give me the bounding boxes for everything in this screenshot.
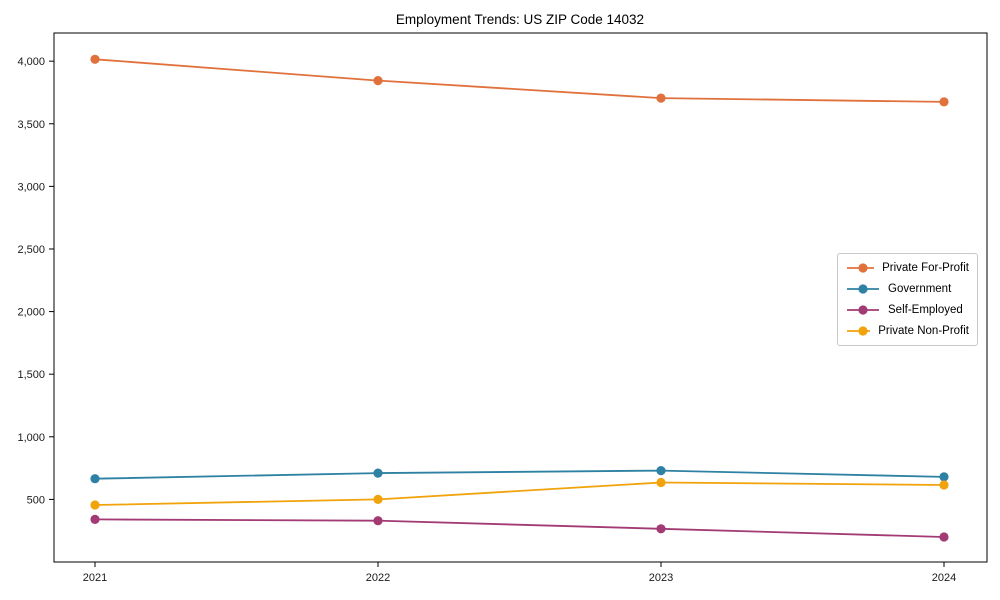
legend-marker-icon: [847, 305, 879, 315]
y-tick-label: 2,000: [17, 307, 45, 319]
data-point-marker: [656, 524, 666, 534]
axes-frame: [53, 32, 988, 563]
data-point-marker: [373, 468, 383, 478]
legend: Private For-Profit Government Self-Employe…: [837, 253, 978, 346]
x-tick-label: 2024: [932, 572, 956, 584]
series-line: [94, 518, 945, 538]
legend-marker-icon: [847, 326, 871, 336]
series-line: [94, 481, 945, 506]
chart-title: Employment Trends: US ZIP Code 14032: [396, 12, 644, 27]
data-point-marker: [939, 480, 949, 490]
y-tick-label: 500: [27, 494, 45, 506]
legend-entry: Private Non-Profit: [846, 320, 969, 341]
series-line: [94, 58, 945, 103]
data-point-marker: [939, 532, 949, 542]
legend-entry: Government: [846, 279, 969, 300]
y-tick-label: 1,000: [17, 432, 45, 444]
data-point-marker: [373, 516, 383, 526]
legend-label: Government: [888, 283, 952, 296]
x-tick-label: 2021: [83, 572, 107, 584]
legend-entry: Self-Employed: [846, 300, 969, 321]
x-tick-label: 2023: [649, 572, 673, 584]
legend-entry: Private For-Profit: [846, 258, 969, 279]
data-point-marker: [656, 477, 666, 488]
y-tick-label: 1,500: [17, 369, 45, 381]
data-point-marker: [90, 54, 100, 64]
legend-label: Self-Employed: [888, 303, 963, 316]
data-point-marker: [90, 500, 100, 510]
series-line: [94, 469, 945, 480]
data-point-marker: [90, 474, 100, 484]
data-point-marker: [90, 514, 100, 525]
data-point-marker: [373, 494, 383, 504]
data-point-marker: [656, 93, 666, 103]
data-point-marker: [656, 466, 666, 476]
legend-label: Private For-Profit: [882, 262, 969, 275]
data-point-marker: [939, 472, 949, 482]
legend-marker-icon: [847, 284, 879, 294]
legend-marker-icon: [847, 263, 875, 273]
y-tick-label: 3,000: [17, 181, 45, 193]
plot-area: 500 1,000 1,500 2,000 2,500 3,000 3,500 4,000 20…: [17, 32, 988, 584]
data-point-marker: [939, 97, 949, 107]
y-tick-label: 3,500: [17, 119, 45, 131]
x-tick-label: 2022: [366, 572, 390, 584]
legend-label: Private Non-Profit: [878, 324, 969, 337]
y-tick-label: 4,000: [17, 56, 45, 68]
data-point-marker: [373, 76, 383, 86]
y-tick-label: 2,500: [17, 244, 45, 256]
